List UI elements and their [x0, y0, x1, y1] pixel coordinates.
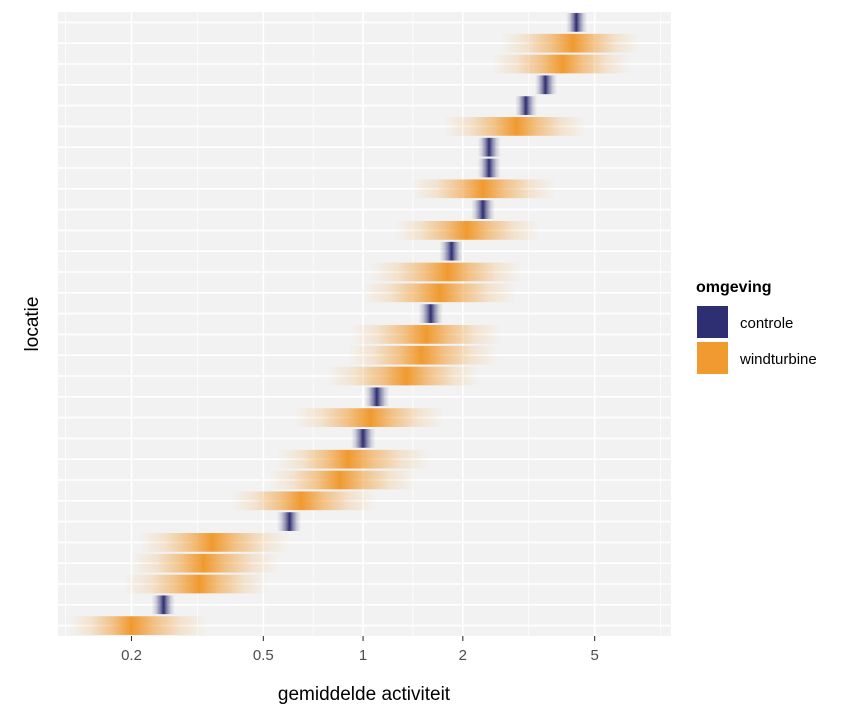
x-tick-label: 0.5 — [253, 647, 274, 664]
density-strip-windturbine — [351, 325, 501, 344]
density-strip-controle — [364, 387, 390, 407]
density-strip-windturbine — [294, 408, 444, 427]
density-strip-controle — [439, 241, 463, 261]
density-strip-windturbine — [268, 470, 417, 490]
data-marks — [69, 13, 639, 635]
density-strip-controle — [534, 75, 558, 95]
density-strip-controle — [477, 158, 501, 178]
x-axis-title: gemiddelde activiteit — [278, 684, 451, 705]
density-strip-windturbine — [411, 179, 556, 199]
y-axis-title: locatie — [22, 297, 43, 352]
density-strip-controle — [351, 429, 376, 448]
density-strip-controle — [477, 137, 501, 157]
x-tick-label: 2 — [459, 647, 467, 664]
density-strip-controle — [418, 304, 443, 323]
grid-lines — [58, 12, 671, 636]
legend-swatch-windturbine — [697, 342, 728, 374]
density-strip-windturbine — [363, 283, 517, 303]
density-strip-windturbine — [231, 491, 377, 511]
x-tick-label: 5 — [590, 647, 598, 664]
legend-title: omgeving — [696, 279, 772, 296]
density-strip-windturbine — [327, 366, 480, 386]
density-strip-windturbine — [500, 33, 639, 53]
density-strip-windturbine — [492, 54, 631, 74]
density-strip-controle — [277, 512, 302, 531]
density-strip-windturbine — [347, 345, 498, 365]
density-strip-controle — [566, 13, 588, 32]
density-strip-windturbine — [395, 221, 540, 240]
density-strip-windturbine — [124, 574, 269, 594]
density-strip-windturbine — [69, 616, 208, 635]
density-strip-windturbine — [443, 117, 586, 136]
x-tick-label: 1 — [359, 647, 367, 664]
legend-label-windturbine: windturbine — [739, 351, 817, 368]
density-strip-windturbine — [131, 553, 280, 573]
density-strip-windturbine — [370, 262, 522, 282]
legend-swatch-controle — [697, 306, 728, 338]
density-strip-controle — [151, 595, 175, 615]
legend: omgeving controle windturbine — [696, 279, 817, 374]
density-strip-windturbine — [138, 533, 290, 552]
density-strip-controle — [515, 96, 538, 115]
legend-label-controle: controle — [740, 315, 793, 332]
density-strip-windturbine — [277, 449, 431, 469]
x-axis: 0.2 0.5 1 2 5 — [121, 636, 599, 664]
density-strip-controle — [471, 200, 495, 219]
x-tick-label: 0.2 — [121, 647, 142, 664]
plot-panel — [58, 12, 671, 636]
